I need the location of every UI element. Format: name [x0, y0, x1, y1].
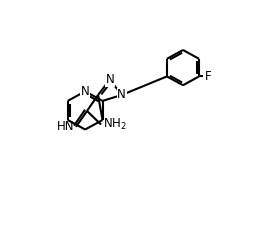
- Text: N: N: [105, 73, 114, 86]
- Text: N: N: [81, 85, 89, 98]
- Text: N: N: [117, 89, 126, 101]
- Text: F: F: [205, 70, 211, 83]
- Text: HN: HN: [57, 120, 75, 133]
- Text: NH$_2$: NH$_2$: [103, 117, 127, 132]
